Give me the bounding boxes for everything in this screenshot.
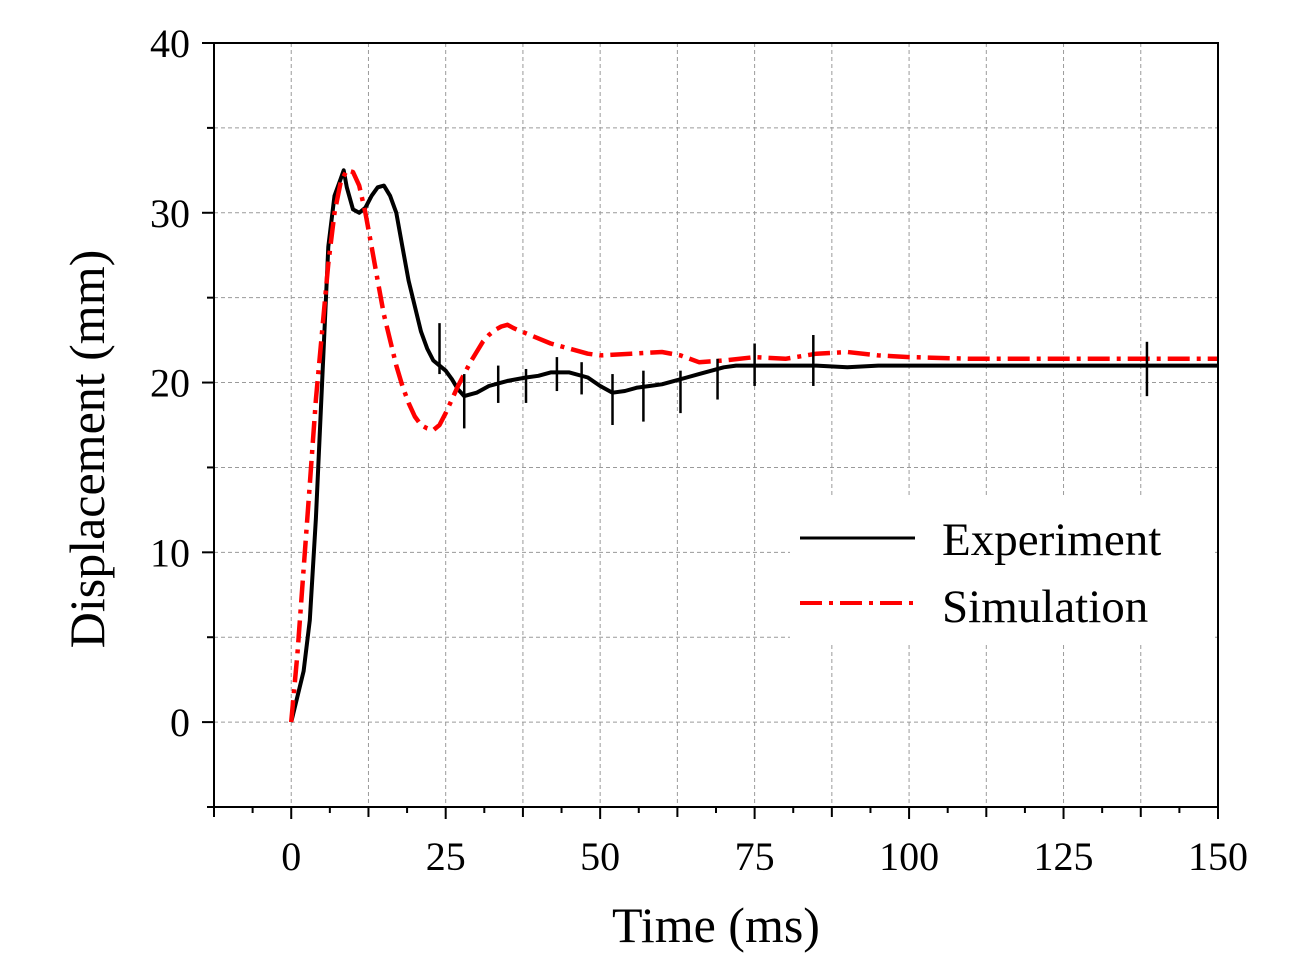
legend-experiment-label: Experiment bbox=[942, 514, 1161, 566]
x-axis-ticks: 0 25 50 75 100 125 150 bbox=[213, 807, 1248, 879]
x-tick-label: 150 bbox=[1188, 834, 1248, 879]
y-tick-label: 20 bbox=[150, 361, 190, 406]
series-simulation-line bbox=[288, 168, 1218, 723]
x-tick-label: 0 bbox=[281, 834, 301, 879]
x-tick-label: 75 bbox=[735, 834, 775, 879]
plot-frame bbox=[213, 42, 1219, 808]
x-tick-label: 50 bbox=[580, 834, 620, 879]
y-tick-label: 30 bbox=[150, 191, 190, 236]
x-tick-label: 25 bbox=[426, 834, 466, 879]
x-tick-label: 125 bbox=[1034, 834, 1094, 879]
y-tick-label: 40 bbox=[150, 21, 190, 66]
legend-simulation-label: Simulation bbox=[942, 581, 1148, 633]
y-tick-label: 10 bbox=[150, 530, 190, 575]
legend: Experiment Simulation bbox=[790, 498, 1215, 643]
grid bbox=[214, 43, 1218, 807]
y-axis-ticks: 0 10 20 30 40 bbox=[150, 21, 214, 808]
x-tick-label: 100 bbox=[879, 834, 939, 879]
y-axis-title: Displacement (mm) bbox=[59, 250, 115, 649]
x-axis-title: Time (ms) bbox=[612, 897, 820, 953]
legend-box bbox=[790, 498, 1215, 643]
y-tick-label: 0 bbox=[170, 700, 190, 745]
series-group bbox=[288, 168, 1218, 723]
